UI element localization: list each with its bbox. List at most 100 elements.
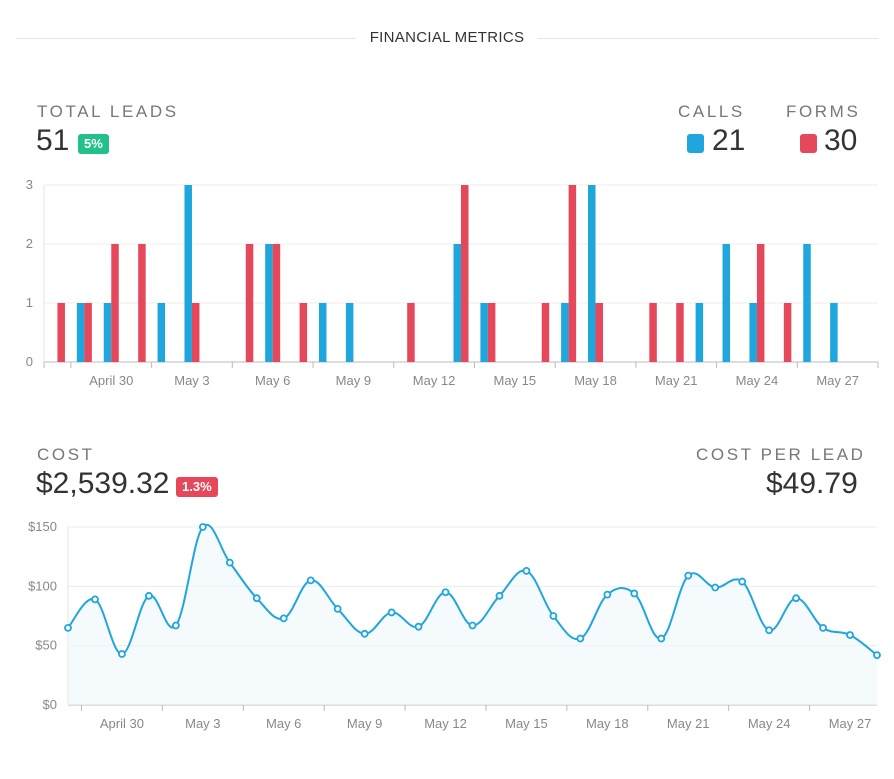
forms-bar	[461, 185, 469, 362]
cost-point	[144, 591, 153, 600]
forms-bar	[191, 303, 200, 362]
cost-point	[657, 634, 666, 643]
forms-value: 30	[824, 124, 858, 157]
forms-bar	[649, 303, 657, 362]
cost-x-tick-label: May 27	[829, 716, 872, 731]
bar-x-tick-label: May 27	[816, 373, 859, 388]
cost-point	[225, 558, 234, 567]
cost-point	[252, 594, 261, 603]
cost-label: COST	[37, 445, 95, 464]
cost-point	[360, 629, 369, 638]
cost-point	[387, 608, 396, 617]
bar-y-tick-label: 0	[26, 354, 33, 369]
cost-value: $2,539.32	[36, 467, 170, 500]
bar-x-tick-label: May 9	[336, 373, 371, 388]
calls-bar	[345, 303, 354, 362]
cost-point	[819, 623, 827, 632]
forms-bar	[487, 303, 496, 362]
cost-per-lead-label: COST PER LEAD	[696, 445, 866, 464]
divider-right	[538, 38, 878, 39]
cost-badge: 1.3%	[176, 477, 218, 497]
cost-point	[873, 651, 881, 660]
forms-bar	[111, 244, 119, 362]
cost-point	[792, 594, 800, 603]
cost-x-tick-label: May 24	[748, 716, 791, 731]
calls-bar	[103, 303, 112, 362]
total-leads-label: TOTAL LEADS	[37, 102, 179, 121]
forms-bar	[595, 303, 604, 362]
calls-bar	[830, 303, 838, 362]
cost-point	[468, 621, 477, 630]
cost-y-tick-label: $150	[28, 519, 57, 534]
cost-point	[118, 650, 126, 658]
cost-area-fill	[68, 524, 877, 705]
leads-bar-chart: 0 1 2 3 April 30 May 3 May 6 May 9 May 12 May 15 M…	[26, 177, 879, 388]
cost-point	[603, 590, 612, 599]
cost-point	[549, 612, 558, 620]
forms-bar	[245, 244, 254, 362]
divider-left	[16, 38, 356, 39]
calls-bar	[76, 303, 85, 362]
calls-bar	[722, 244, 731, 362]
cost-point	[495, 591, 504, 600]
cost-point	[711, 583, 720, 592]
cost-point	[333, 604, 342, 613]
bar-x-tick-label: April 30	[89, 373, 133, 388]
cost-x-tick-label: May 9	[347, 716, 382, 731]
cost-point	[441, 588, 450, 597]
cost-x-tick-label: April 30	[100, 716, 144, 731]
section-title: FINANCIAL METRICS	[369, 29, 525, 46]
calls-bar	[588, 185, 596, 362]
cost-point	[576, 634, 585, 643]
calls-bar	[318, 303, 327, 362]
forms-bar	[84, 303, 92, 362]
calls-bar	[453, 244, 461, 362]
total-leads-badge: 5%	[78, 134, 109, 154]
calls-bar	[561, 303, 569, 362]
calls-bar	[749, 303, 757, 362]
cost-point	[684, 571, 693, 580]
bar-x-tick-label: May 21	[655, 373, 698, 388]
forms-bar	[541, 303, 550, 362]
total-leads-value: 51	[36, 124, 70, 157]
cost-point	[306, 576, 315, 585]
bar-x-tick-label: May 24	[736, 373, 779, 388]
cost-x-tick-label: May 3	[185, 716, 220, 731]
bar-y-tick-label: 1	[26, 295, 33, 310]
cost-point	[64, 623, 72, 632]
bar-x-tick-label: May 15	[493, 373, 536, 388]
cost-area-chart: $0 $50 $100 $150 April 30 May 3 May 6 May 9 May …	[28, 519, 881, 731]
cost-y-tick-label: $0	[43, 697, 57, 712]
bar-x-tick-label: May 3	[174, 373, 209, 388]
cost-y-tick-label: $50	[35, 638, 57, 653]
cost-point	[198, 523, 207, 531]
cost-per-lead-value: $49.79	[766, 467, 858, 500]
section-header: FINANCIAL METRICS	[0, 22, 894, 54]
cost-point	[765, 626, 774, 635]
bar-y-tick-label: 3	[26, 177, 33, 192]
cost-point	[738, 577, 747, 586]
bar-x-tick-label: May 6	[255, 373, 290, 388]
calls-legend-swatch	[687, 134, 704, 153]
cost-x-tick-label: May 6	[266, 716, 301, 731]
calls-bar	[480, 303, 488, 362]
bar-x-tick-label: May 18	[574, 373, 617, 388]
cost-point	[414, 622, 423, 631]
calls-bar	[695, 303, 704, 362]
forms-bar	[676, 303, 684, 362]
calls-bar	[157, 303, 166, 362]
bar-y-tick-label: 2	[26, 236, 33, 251]
forms-bar	[57, 303, 65, 362]
forms-bar	[407, 303, 415, 362]
calls-bar	[184, 185, 192, 362]
cost-y-tick-label: $100	[28, 578, 57, 593]
forms-bar	[568, 185, 577, 362]
calls-label: CALLS	[678, 102, 745, 121]
cost-point	[91, 595, 99, 604]
cost-x-tick-label: May 21	[667, 716, 710, 731]
forms-bar	[272, 244, 281, 362]
cost-point	[279, 614, 288, 623]
cost-x-tick-label: May 12	[424, 716, 467, 731]
cost-point	[522, 567, 531, 575]
cost-x-tick-label: May 18	[586, 716, 629, 731]
